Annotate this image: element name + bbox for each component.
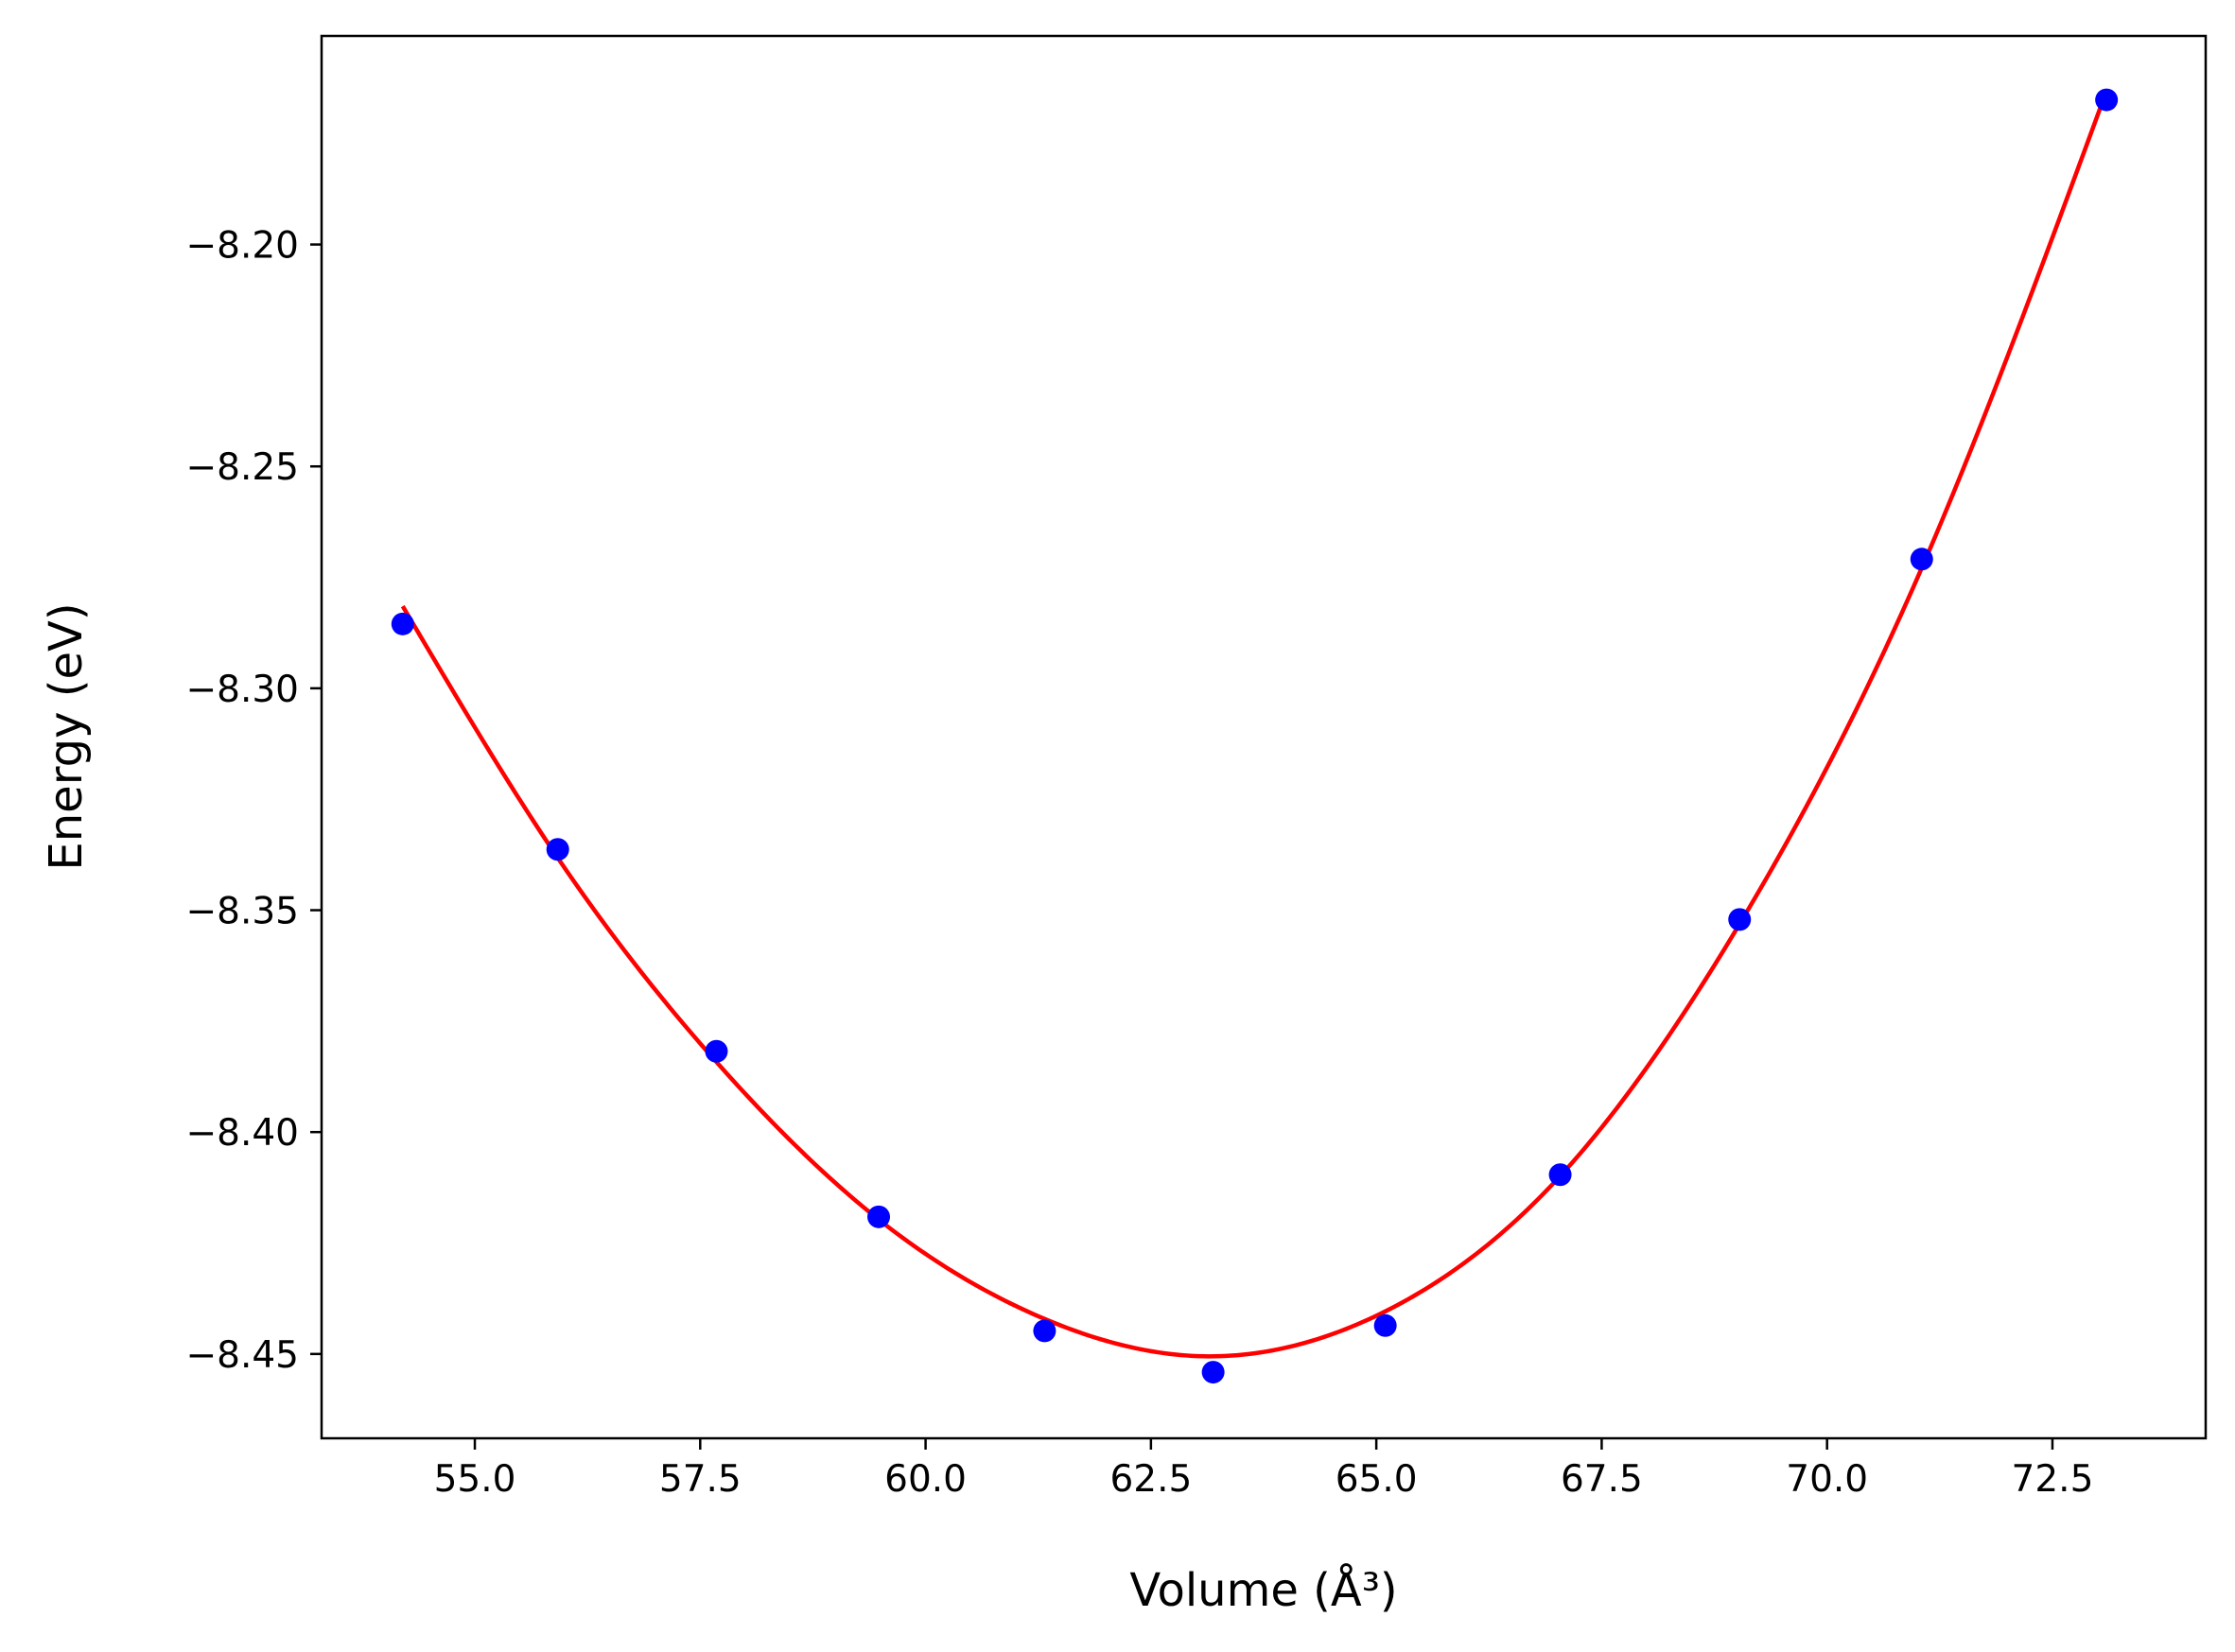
x-tick-label: 57.5 [659, 1458, 742, 1501]
plot-area [322, 36, 2206, 1438]
y-tick-label: −8.35 [185, 891, 299, 933]
data-point [2095, 88, 2119, 112]
data-point [391, 612, 414, 635]
x-tick-label: 72.5 [2012, 1458, 2094, 1501]
y-tick-label: −8.30 [185, 669, 299, 711]
y-axis-label: Energy (eV) [40, 602, 93, 870]
x-tick-label: 65.0 [1336, 1458, 1418, 1501]
y-tick-label: −8.20 [185, 225, 299, 268]
data-point [705, 1039, 728, 1063]
y-tick-label: −8.45 [185, 1334, 299, 1377]
data-point [1728, 908, 1752, 931]
x-axis-label: Volume (Å³) [1129, 1563, 1397, 1617]
fit-curve [400, 90, 2109, 1359]
fit-curve-layer [400, 90, 2109, 1359]
data-point [546, 838, 569, 861]
y-tick-label: −8.25 [185, 446, 299, 489]
data-point [1910, 548, 1933, 571]
data-point [1548, 1163, 1572, 1187]
x-tick-label: 67.5 [1561, 1458, 1643, 1501]
plot-frame [320, 34, 2208, 1440]
data-point [1201, 1361, 1225, 1384]
data-point [1373, 1313, 1397, 1337]
x-tick-label: 55.0 [434, 1458, 516, 1501]
y-tick-label: −8.40 [185, 1112, 299, 1155]
x-tick-label: 62.5 [1109, 1458, 1192, 1501]
x-tick-label: 60.0 [884, 1458, 967, 1501]
x-axis-ticks: 55.0 57.5 60.0 62.5 65.0 67.5 70.0 72.5 [434, 1438, 2094, 1501]
y-axis-ticks: −8.20 −8.25 −8.30 −8.35 −8.40 −8.45 [185, 225, 322, 1377]
data-points-layer [391, 88, 2119, 1384]
data-point [1033, 1319, 1056, 1343]
x-tick-label: 70.0 [1786, 1458, 1868, 1501]
data-point [867, 1205, 891, 1228]
